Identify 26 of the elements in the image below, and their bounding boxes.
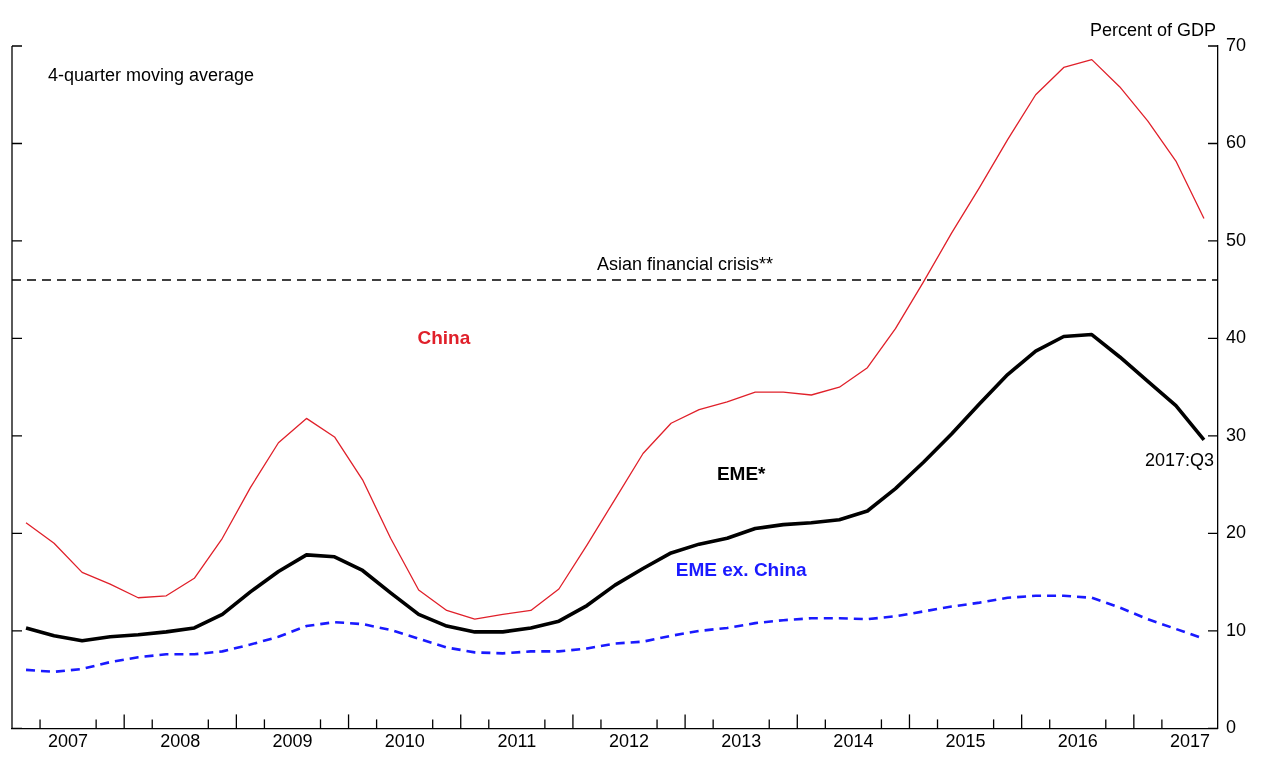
text: EME ex. China <box>675 558 808 580</box>
x-tick-label: 2016 <box>1057 731 1098 752</box>
x-tick-label: 2017 <box>1169 731 1210 752</box>
y-tick-label: 60 <box>1225 132 1247 153</box>
y-tick-label: 40 <box>1225 327 1247 348</box>
annotation: 2017:Q3 <box>1144 449 1214 470</box>
x-tick-label: 2010 <box>384 731 425 752</box>
ref-line-label: Asian financial crisis** <box>596 253 774 274</box>
y-axis-title: Percent of GDP <box>1089 19 1216 40</box>
y-tick-label: 20 <box>1225 522 1247 543</box>
x-tick-label: 2008 <box>160 731 201 752</box>
text: EME* <box>716 463 767 485</box>
y-tick-label: 50 <box>1225 229 1247 250</box>
x-tick-label: 2013 <box>721 731 762 752</box>
y-tick-label: 0 <box>1225 717 1236 738</box>
x-tick-label: 2015 <box>945 731 986 752</box>
x-tick-label: 2009 <box>272 731 313 752</box>
x-tick-label: 2014 <box>833 731 874 752</box>
y-tick-label: 30 <box>1225 424 1247 445</box>
y-tick-label: 70 <box>1225 34 1247 55</box>
y-tick-label: 10 <box>1225 619 1247 640</box>
x-tick-label: 2012 <box>608 731 650 752</box>
text: China <box>417 326 471 348</box>
x-tick-label: 2007 <box>48 731 89 752</box>
annotation: 4-quarter moving average <box>48 64 255 85</box>
x-tick-label: 2011 <box>497 731 537 752</box>
